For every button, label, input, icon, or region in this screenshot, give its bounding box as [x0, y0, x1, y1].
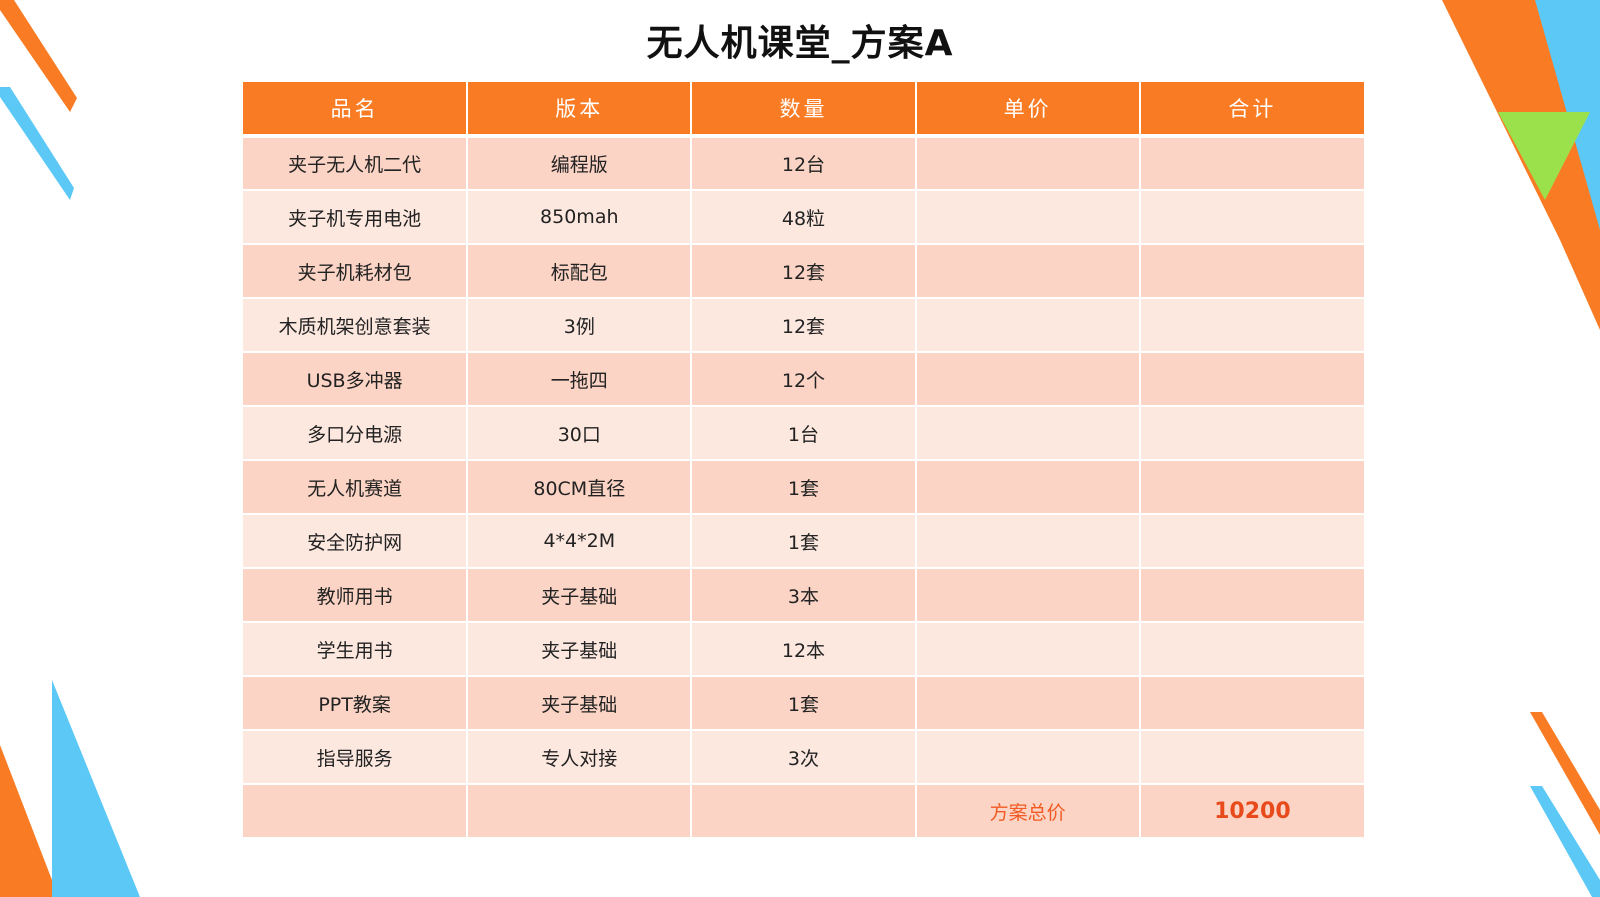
top-left-orange-stripe — [0, 0, 77, 112]
cell-unit-price — [915, 730, 1141, 785]
cell-unit-price — [915, 460, 1141, 515]
cell-name: 多口分电源 — [243, 406, 469, 461]
table-row: PPT教案 夹子基础 1套 — [243, 676, 1364, 731]
cell-unit-price — [915, 676, 1141, 731]
header-total: 合计 — [1139, 82, 1364, 138]
cell-total — [1139, 568, 1364, 623]
cell-unit-price — [915, 352, 1141, 407]
cell-version: 80CM直径 — [467, 460, 693, 515]
price-table: 品名 版本 数量 单价 合计 夹子无人机二代 编程版 12台 夹子机专用电池 8… — [243, 82, 1364, 839]
table-row: 无人机赛道 80CM直径 1套 — [243, 460, 1364, 515]
cell-total — [1139, 298, 1364, 353]
header-name: 品名 — [243, 82, 469, 138]
cell-quantity: 12套 — [691, 298, 917, 353]
cell-version: 850mah — [467, 190, 693, 245]
bottom-right-orange-stripe — [1530, 712, 1600, 835]
cell-version: 夹子基础 — [467, 622, 693, 677]
cell-version: 夹子基础 — [467, 568, 693, 623]
cell-name: 学生用书 — [243, 622, 469, 677]
cell-version: 标配包 — [467, 244, 693, 299]
cell-name: 夹子无人机二代 — [243, 136, 469, 191]
price-table-container: 品名 版本 数量 单价 合计 夹子无人机二代 编程版 12台 夹子机专用电池 8… — [243, 82, 1364, 839]
cell-quantity: 1套 — [691, 676, 917, 731]
cell-version: 一拖四 — [467, 352, 693, 407]
cell-total — [1139, 622, 1364, 677]
cell-total — [1139, 460, 1364, 515]
table-row: 指导服务 专人对接 3次 — [243, 730, 1364, 785]
total-empty-cell — [243, 784, 469, 839]
table-row: USB多冲器 一拖四 12个 — [243, 352, 1364, 407]
cell-unit-price — [915, 568, 1141, 623]
cell-version: 3例 — [467, 298, 693, 353]
cell-unit-price — [915, 406, 1141, 461]
cell-total — [1139, 730, 1364, 785]
cell-version: 30口 — [467, 406, 693, 461]
cell-version: 4*4*2M — [467, 514, 693, 569]
cell-quantity: 48粒 — [691, 190, 917, 245]
cell-unit-price — [915, 136, 1141, 191]
header-version: 版本 — [467, 82, 693, 138]
cell-unit-price — [915, 514, 1141, 569]
cell-total — [1139, 244, 1364, 299]
cell-quantity: 3次 — [691, 730, 917, 785]
cell-quantity: 3本 — [691, 568, 917, 623]
cell-total — [1139, 514, 1364, 569]
table-row: 学生用书 夹子基础 12本 — [243, 622, 1364, 677]
cell-unit-price — [915, 190, 1141, 245]
table-row: 安全防护网 4*4*2M 1套 — [243, 514, 1364, 569]
cell-name: PPT教案 — [243, 676, 469, 731]
cell-name: 夹子机耗材包 — [243, 244, 469, 299]
table-row: 多口分电源 30口 1台 — [243, 406, 1364, 461]
page-title: 无人机课堂_方案A — [646, 23, 954, 64]
cell-total — [1139, 190, 1364, 245]
cell-name: 夹子机专用电池 — [243, 190, 469, 245]
cell-quantity: 12个 — [691, 352, 917, 407]
header-quantity: 数量 — [691, 82, 917, 138]
cell-version: 专人对接 — [467, 730, 693, 785]
total-row: 方案总价 10200 — [243, 784, 1364, 839]
table-row: 夹子无人机二代 编程版 12台 — [243, 136, 1364, 191]
top-right-green-triangle — [1498, 112, 1590, 200]
table-row: 夹子机专用电池 850mah 48粒 — [243, 190, 1364, 245]
cell-total — [1139, 352, 1364, 407]
bottom-left-orange-triangle — [0, 745, 52, 897]
table-header-row: 品名 版本 数量 单价 合计 — [243, 82, 1364, 138]
top-left-blue-stripe — [0, 87, 74, 200]
bottom-left-blue-triangle — [52, 680, 140, 897]
cell-total — [1139, 406, 1364, 461]
cell-quantity: 1套 — [691, 514, 917, 569]
total-price-label: 方案总价 — [915, 784, 1141, 839]
cell-name: 指导服务 — [243, 730, 469, 785]
cell-name: 木质机架创意套装 — [243, 298, 469, 353]
cell-quantity: 12套 — [691, 244, 917, 299]
cell-unit-price — [915, 298, 1141, 353]
total-price-value: 10200 — [1139, 784, 1364, 839]
cell-unit-price — [915, 622, 1141, 677]
table-row: 夹子机耗材包 标配包 12套 — [243, 244, 1364, 299]
cell-name: 无人机赛道 — [243, 460, 469, 515]
cell-total — [1139, 136, 1364, 191]
cell-quantity: 1套 — [691, 460, 917, 515]
cell-quantity: 12台 — [691, 136, 917, 191]
cell-total — [1139, 676, 1364, 731]
cell-unit-price — [915, 244, 1141, 299]
cell-version: 编程版 — [467, 136, 693, 191]
table-row: 教师用书 夹子基础 3本 — [243, 568, 1364, 623]
cell-name: 教师用书 — [243, 568, 469, 623]
cell-name: USB多冲器 — [243, 352, 469, 407]
header-unit-price: 单价 — [915, 82, 1141, 138]
total-empty-cell — [691, 784, 917, 839]
cell-quantity: 1台 — [691, 406, 917, 461]
cell-quantity: 12本 — [691, 622, 917, 677]
cell-name: 安全防护网 — [243, 514, 469, 569]
total-empty-cell — [467, 784, 693, 839]
cell-version: 夹子基础 — [467, 676, 693, 731]
bottom-right-blue-stripe — [1530, 786, 1600, 897]
table-row: 木质机架创意套装 3例 12套 — [243, 298, 1364, 353]
